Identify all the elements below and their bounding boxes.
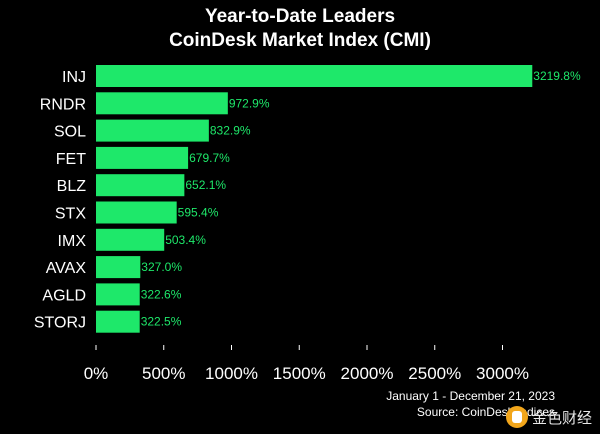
value-label-stx: 595.4% [178,206,219,220]
category-label-blz: BLZ [57,178,87,195]
category-label-imx: IMX [58,233,87,250]
value-label-sol: 832.9% [210,124,251,138]
category-label-rndr: RNDR [40,96,86,113]
x-tick-label: 2500% [408,364,461,383]
value-label-blz: 652.1% [185,178,226,192]
x-tick-label: 1500% [273,364,326,383]
chart-title: Year-to-Date Leaders [205,6,395,27]
x-tick-label: 1000% [205,364,258,383]
bar-group: INJ 3219.8% RNDR 972.9% SOL 832.9% FET 679.7% BL… [34,65,581,333]
x-tick-label: 0% [84,364,109,383]
x-tick-label: 500% [142,364,185,383]
watermark: 金色财经 [505,406,592,428]
category-label-sol: SOL [54,124,86,141]
category-label-inj: INJ [62,69,86,86]
bar-sol [96,119,209,142]
watermark-text: 金色财经 [531,408,592,427]
category-label-avax: AVAX [46,260,87,277]
date-range-note: January 1 - December 21, 2023 [386,389,555,403]
category-label-fet: FET [56,151,86,168]
value-label-storj: 322.5% [141,315,182,329]
value-label-fet: 679.7% [189,151,230,165]
value-label-rndr: 972.9% [229,96,270,110]
category-label-agld: AGLD [42,287,86,304]
bar-stx [96,201,177,224]
x-tick-label: 3000% [476,364,529,383]
value-label-avax: 327.0% [141,260,182,274]
bar-rndr [96,92,228,115]
x-axis-ticks: 0% 500% 1000% 1500% 2000% 2500% 3000% [84,345,529,383]
bar-fet [96,146,189,169]
value-label-agld: 322.6% [141,287,182,301]
bar-blz [96,174,185,197]
value-label-inj: 3219.8% [533,69,581,83]
chart-subtitle: CoinDesk Market Index (CMI) [169,30,431,51]
bar-imx [96,228,165,251]
value-label-imx: 503.4% [165,233,206,247]
bar-agld [96,283,140,306]
jinse-logo-icon [505,406,528,428]
bar-inj [96,65,533,87]
bar-storj [96,310,140,333]
bar-avax [96,256,141,279]
category-label-stx: STX [55,206,86,223]
category-label-storj: STORJ [34,315,86,332]
x-tick-label: 2000% [341,364,394,383]
